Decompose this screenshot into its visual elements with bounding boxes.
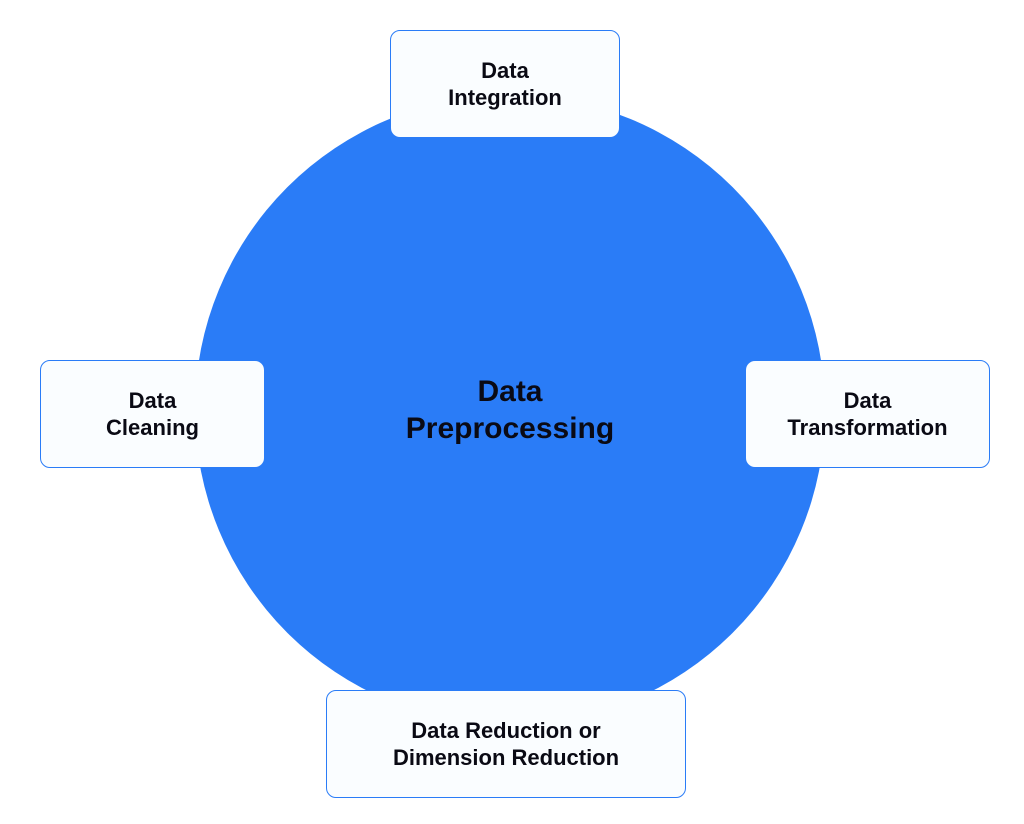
box-left-label: Data Cleaning <box>106 387 199 442</box>
box-left: Data Cleaning <box>40 360 265 468</box>
box-right-label: Data Transformation <box>787 387 947 442</box>
center-circle: Data Preprocessing <box>195 95 825 725</box>
box-right: Data Transformation <box>745 360 990 468</box>
box-bottom-label: Data Reduction or Dimension Reduction <box>393 717 619 772</box>
diagram-canvas: Data Preprocessing Data Integration Data… <box>0 0 1024 824</box>
box-bottom: Data Reduction or Dimension Reduction <box>326 690 686 798</box>
box-top: Data Integration <box>390 30 620 138</box>
center-label: Data Preprocessing <box>406 373 614 448</box>
box-top-label: Data Integration <box>448 57 562 112</box>
